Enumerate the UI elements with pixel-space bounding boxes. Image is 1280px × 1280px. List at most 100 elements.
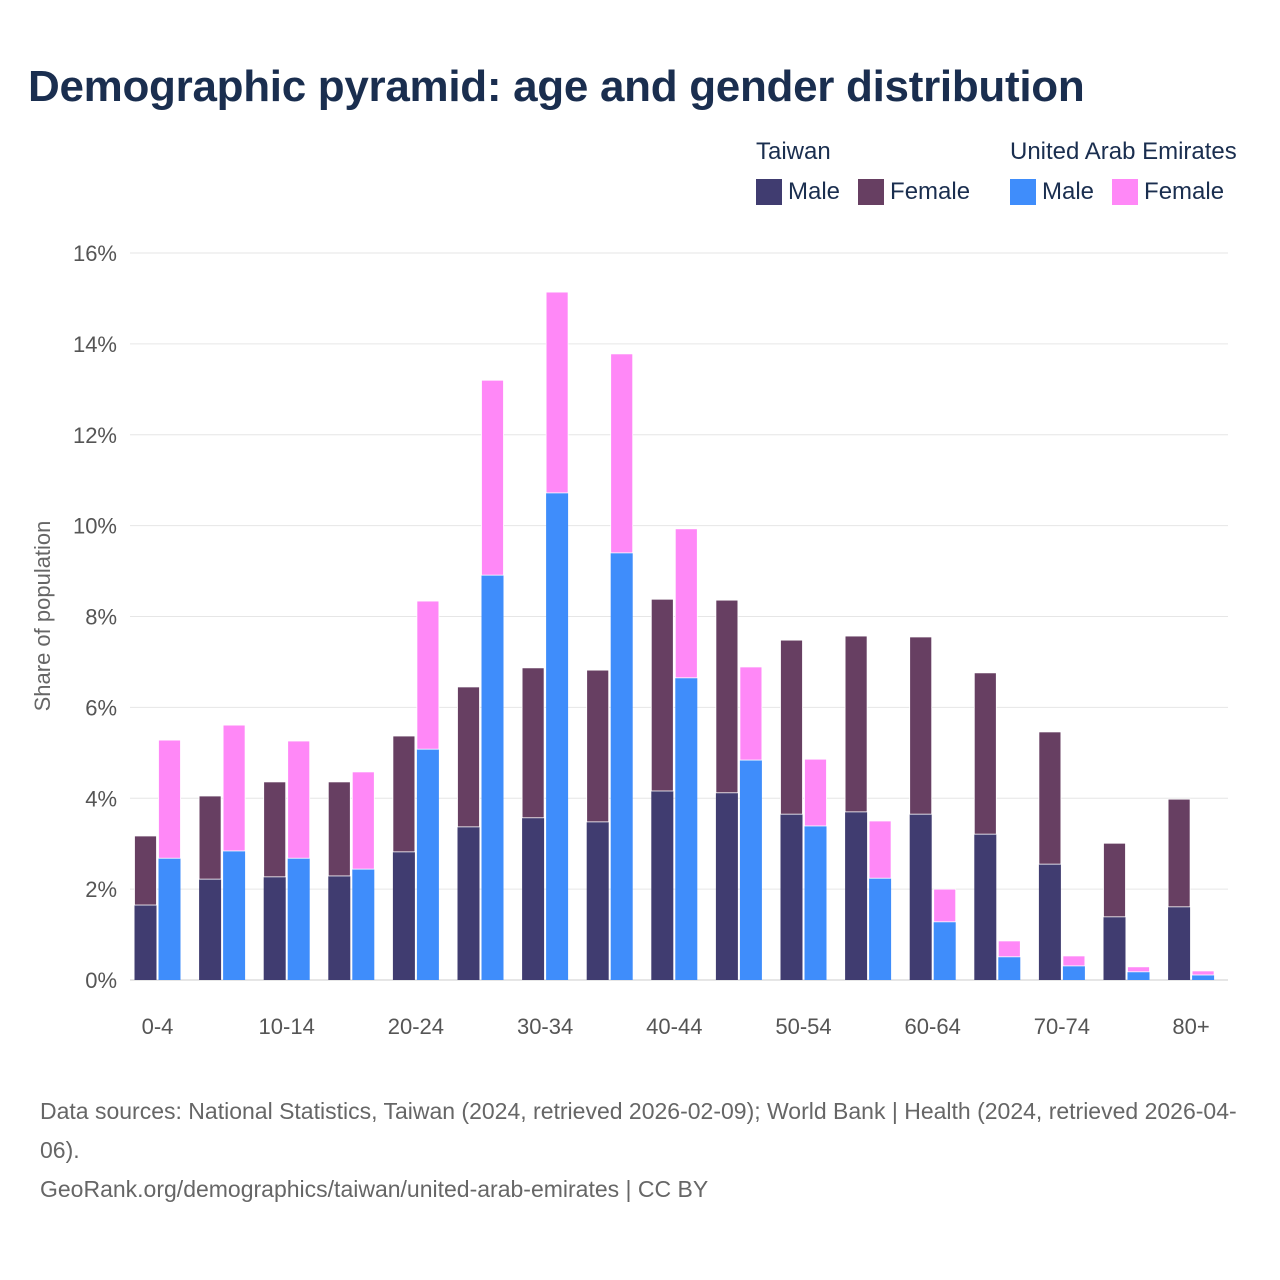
bar-taiwan-female-35-39[interactable] <box>586 669 610 823</box>
bar-united-arab-emirates-male-10-14[interactable] <box>287 858 310 980</box>
bar-united-arab-emirates-male-80+[interactable] <box>1192 975 1215 980</box>
bar-taiwan-male-45-49[interactable] <box>715 792 738 980</box>
bar-united-arab-emirates-female-65-69[interactable] <box>997 940 1021 958</box>
bar-united-arab-emirates-male-30-34[interactable] <box>546 492 569 980</box>
bar-united-arab-emirates-female-5-9[interactable] <box>222 724 246 852</box>
bar-united-arab-emirates-female-10-14[interactable] <box>287 740 311 859</box>
bar-taiwan-female-25-29[interactable] <box>457 686 480 828</box>
bar-united-arab-emirates-male-25-29[interactable] <box>481 575 504 980</box>
y-tick-label: 0% <box>85 968 117 993</box>
y-tick-label: 4% <box>85 786 117 811</box>
bar-united-arab-emirates-female-25-29[interactable] <box>481 379 504 576</box>
chart-plot: 0% 2% 4% 6% 8% 10% 12% 14% 16% 0-4 10-14 20-24 30-3… <box>30 241 1228 1039</box>
bar-united-arab-emirates-female-15-19[interactable] <box>351 771 375 870</box>
bar-taiwan-male-5-9[interactable] <box>199 879 222 980</box>
bar-united-arab-emirates-female-75-79[interactable] <box>1127 966 1150 973</box>
legend-group-title: United Arab Emirates <box>1010 138 1237 165</box>
bar-taiwan-male-20-24[interactable] <box>392 851 415 980</box>
bar-united-arab-emirates-female-30-34[interactable] <box>545 291 569 494</box>
bar-united-arab-emirates-male-70-74[interactable] <box>1062 965 1085 980</box>
bar-united-arab-emirates-female-80+[interactable] <box>1191 970 1215 976</box>
bar-taiwan-female-55-59[interactable] <box>844 635 868 813</box>
x-tick-label: 80+ <box>1172 1014 1209 1039</box>
legend-swatch <box>1010 179 1036 205</box>
bar-taiwan-female-80+[interactable] <box>1167 798 1191 908</box>
x-tick-label: 60-64 <box>905 1014 961 1039</box>
bar-united-arab-emirates-male-55-59[interactable] <box>869 878 892 980</box>
bar-taiwan-male-35-39[interactable] <box>586 821 609 980</box>
bar-taiwan-male-80+[interactable] <box>1168 906 1191 980</box>
bar-united-arab-emirates-male-40-44[interactable] <box>675 677 698 980</box>
bar-united-arab-emirates-female-40-44[interactable] <box>674 528 698 679</box>
x-tick-label: 40-44 <box>646 1014 702 1039</box>
bar-united-arab-emirates-female-50-54[interactable] <box>804 758 827 827</box>
bar-taiwan-female-45-49[interactable] <box>715 599 739 794</box>
bar-united-arab-emirates-female-0-4[interactable] <box>158 739 181 859</box>
legend-uae: United Arab Emirates Male Female <box>1010 138 1237 206</box>
legend-item-taiwan-female[interactable]: Female <box>858 178 970 206</box>
y-tick-label: 12% <box>73 423 117 448</box>
bar-taiwan-male-70-74[interactable] <box>1038 864 1061 980</box>
bar-united-arab-emirates-female-35-39[interactable] <box>610 353 634 554</box>
x-tick-label: 10-14 <box>259 1014 315 1039</box>
bar-taiwan-female-10-14[interactable] <box>263 781 287 878</box>
x-tick-label: 0-4 <box>142 1014 174 1039</box>
legend-taiwan: Taiwan Male Female <box>756 138 970 206</box>
legend-swatch <box>858 179 885 205</box>
y-axis-label: Share of population <box>30 521 55 712</box>
bar-united-arab-emirates-male-45-49[interactable] <box>739 760 762 980</box>
y-tick-label: 6% <box>85 695 117 720</box>
bar-taiwan-male-75-79[interactable] <box>1103 916 1126 980</box>
bar-taiwan-female-0-4[interactable] <box>134 835 157 906</box>
bar-taiwan-male-15-19[interactable] <box>328 875 351 980</box>
bar-taiwan-male-55-59[interactable] <box>845 811 868 980</box>
bar-united-arab-emirates-female-45-49[interactable] <box>739 666 763 761</box>
bar-taiwan-female-5-9[interactable] <box>198 795 222 880</box>
bar-united-arab-emirates-male-15-19[interactable] <box>352 869 375 980</box>
bar-united-arab-emirates-female-60-64[interactable] <box>933 888 957 923</box>
bar-united-arab-emirates-male-35-39[interactable] <box>610 552 633 980</box>
bar-united-arab-emirates-female-55-59[interactable] <box>868 820 892 879</box>
x-tick-label: 50-54 <box>775 1014 831 1039</box>
source-link[interactable]: GeoRank.org/demographics/taiwan/united-a… <box>40 1176 709 1202</box>
bar-taiwan-female-70-74[interactable] <box>1038 731 1062 865</box>
bar-taiwan-male-40-44[interactable] <box>651 790 674 980</box>
bar-united-arab-emirates-female-20-24[interactable] <box>416 600 440 750</box>
bar-taiwan-male-60-64[interactable] <box>909 814 932 980</box>
legend-label: Female <box>890 178 971 205</box>
bar-united-arab-emirates-male-50-54[interactable] <box>804 825 827 980</box>
bar-taiwan-female-75-79[interactable] <box>1103 842 1126 918</box>
bar-taiwan-female-50-54[interactable] <box>780 639 803 815</box>
bar-taiwan-female-30-34[interactable] <box>521 667 545 819</box>
bar-united-arab-emirates-female-70-74[interactable] <box>1062 955 1086 967</box>
data-sources: Data sources: National Statistics, Taiwa… <box>40 1098 1237 1163</box>
y-tick-label: 10% <box>73 514 117 539</box>
bar-taiwan-male-10-14[interactable] <box>263 876 286 980</box>
legend-label: Male <box>788 178 841 205</box>
bar-taiwan-male-30-34[interactable] <box>522 817 545 980</box>
legend-item-uae-male[interactable]: Male <box>1010 178 1094 206</box>
bar-taiwan-male-25-29[interactable] <box>457 826 480 980</box>
bar-taiwan-female-65-69[interactable] <box>973 672 997 835</box>
bar-united-arab-emirates-male-5-9[interactable] <box>223 850 246 980</box>
y-tick-label: 16% <box>73 241 117 266</box>
bar-taiwan-male-50-54[interactable] <box>780 814 803 980</box>
bar-taiwan-male-0-4[interactable] <box>134 905 157 980</box>
legend-item-taiwan-male[interactable]: Male <box>756 178 840 206</box>
bar-united-arab-emirates-male-75-79[interactable] <box>1127 971 1150 980</box>
y-tick-label: 2% <box>85 877 117 902</box>
legend-group-title: Taiwan <box>756 138 831 165</box>
bar-united-arab-emirates-male-65-69[interactable] <box>998 956 1021 980</box>
legend-label: Male <box>1042 178 1095 205</box>
bar-united-arab-emirates-male-0-4[interactable] <box>158 858 181 980</box>
chart-title: Demographic pyramid: age and gender dist… <box>28 62 1085 111</box>
bar-united-arab-emirates-male-20-24[interactable] <box>416 749 439 980</box>
legend-item-uae-female[interactable]: Female <box>1112 178 1224 206</box>
bar-taiwan-female-40-44[interactable] <box>650 598 674 792</box>
bar-taiwan-female-60-64[interactable] <box>909 636 933 815</box>
bar-taiwan-male-65-69[interactable] <box>974 834 997 980</box>
bar-taiwan-female-20-24[interactable] <box>392 735 416 853</box>
bar-taiwan-female-15-19[interactable] <box>327 781 351 877</box>
bar-united-arab-emirates-male-60-64[interactable] <box>933 921 956 980</box>
x-tick-label: 30-34 <box>517 1014 573 1039</box>
